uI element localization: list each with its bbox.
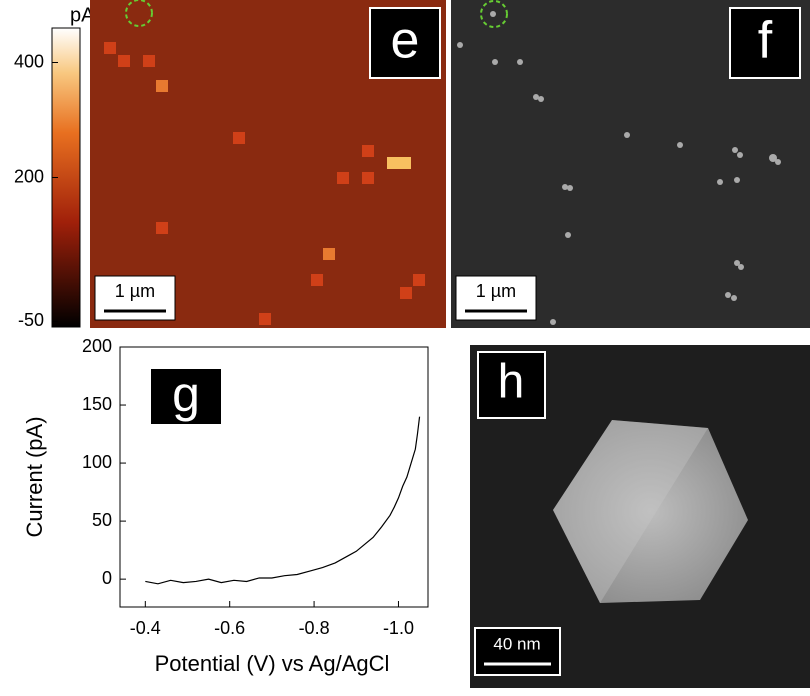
panel-label-box bbox=[369, 7, 441, 79]
facet bbox=[553, 420, 708, 603]
colorbar-label: pA bbox=[70, 4, 95, 26]
colorbar-tick-label: -50 bbox=[18, 310, 44, 330]
colorbar-tick-label: 200 bbox=[14, 166, 44, 186]
scalebar-label: 40 nm bbox=[493, 634, 540, 653]
panel-label: f bbox=[758, 12, 773, 70]
colorbar-tick-label: 400 bbox=[14, 51, 44, 71]
scalebar-label: 1 µm bbox=[115, 281, 155, 301]
current-trace bbox=[145, 416, 421, 585]
x-tick-label: -0.6 bbox=[214, 618, 245, 638]
y-tick-label: 50 bbox=[92, 510, 112, 530]
marker-circle bbox=[480, 0, 508, 28]
scalebar-box bbox=[94, 275, 176, 321]
y-axis-label: Current (pA) bbox=[22, 416, 47, 537]
scalebar-box bbox=[474, 627, 561, 676]
nanocrystal bbox=[553, 420, 748, 603]
scalebar-label: 1 µm bbox=[476, 281, 516, 301]
y-tick-label: 100 bbox=[82, 452, 112, 472]
panel-label: e bbox=[391, 12, 420, 70]
panel-label-box bbox=[149, 367, 223, 426]
marker-circle bbox=[125, 0, 153, 27]
panel-label-box bbox=[477, 351, 546, 419]
panel-label-box bbox=[729, 7, 801, 79]
y-tick-label: 150 bbox=[82, 394, 112, 414]
hot-spots bbox=[104, 42, 425, 325]
scalebar-box bbox=[455, 275, 537, 321]
x-tick-label: -0.8 bbox=[299, 618, 330, 638]
panel-label: h bbox=[498, 356, 525, 409]
x-axis-label: Potential (V) vs Ag/AgCl bbox=[155, 651, 390, 676]
x-tick-label: -0.4 bbox=[130, 618, 161, 638]
panel-label: g bbox=[172, 366, 200, 422]
y-tick-label: 200 bbox=[82, 336, 112, 356]
plot-frame bbox=[119, 346, 429, 608]
x-tick-label: -1.0 bbox=[383, 618, 414, 638]
particles bbox=[457, 11, 781, 325]
y-tick-label: 0 bbox=[102, 568, 112, 588]
